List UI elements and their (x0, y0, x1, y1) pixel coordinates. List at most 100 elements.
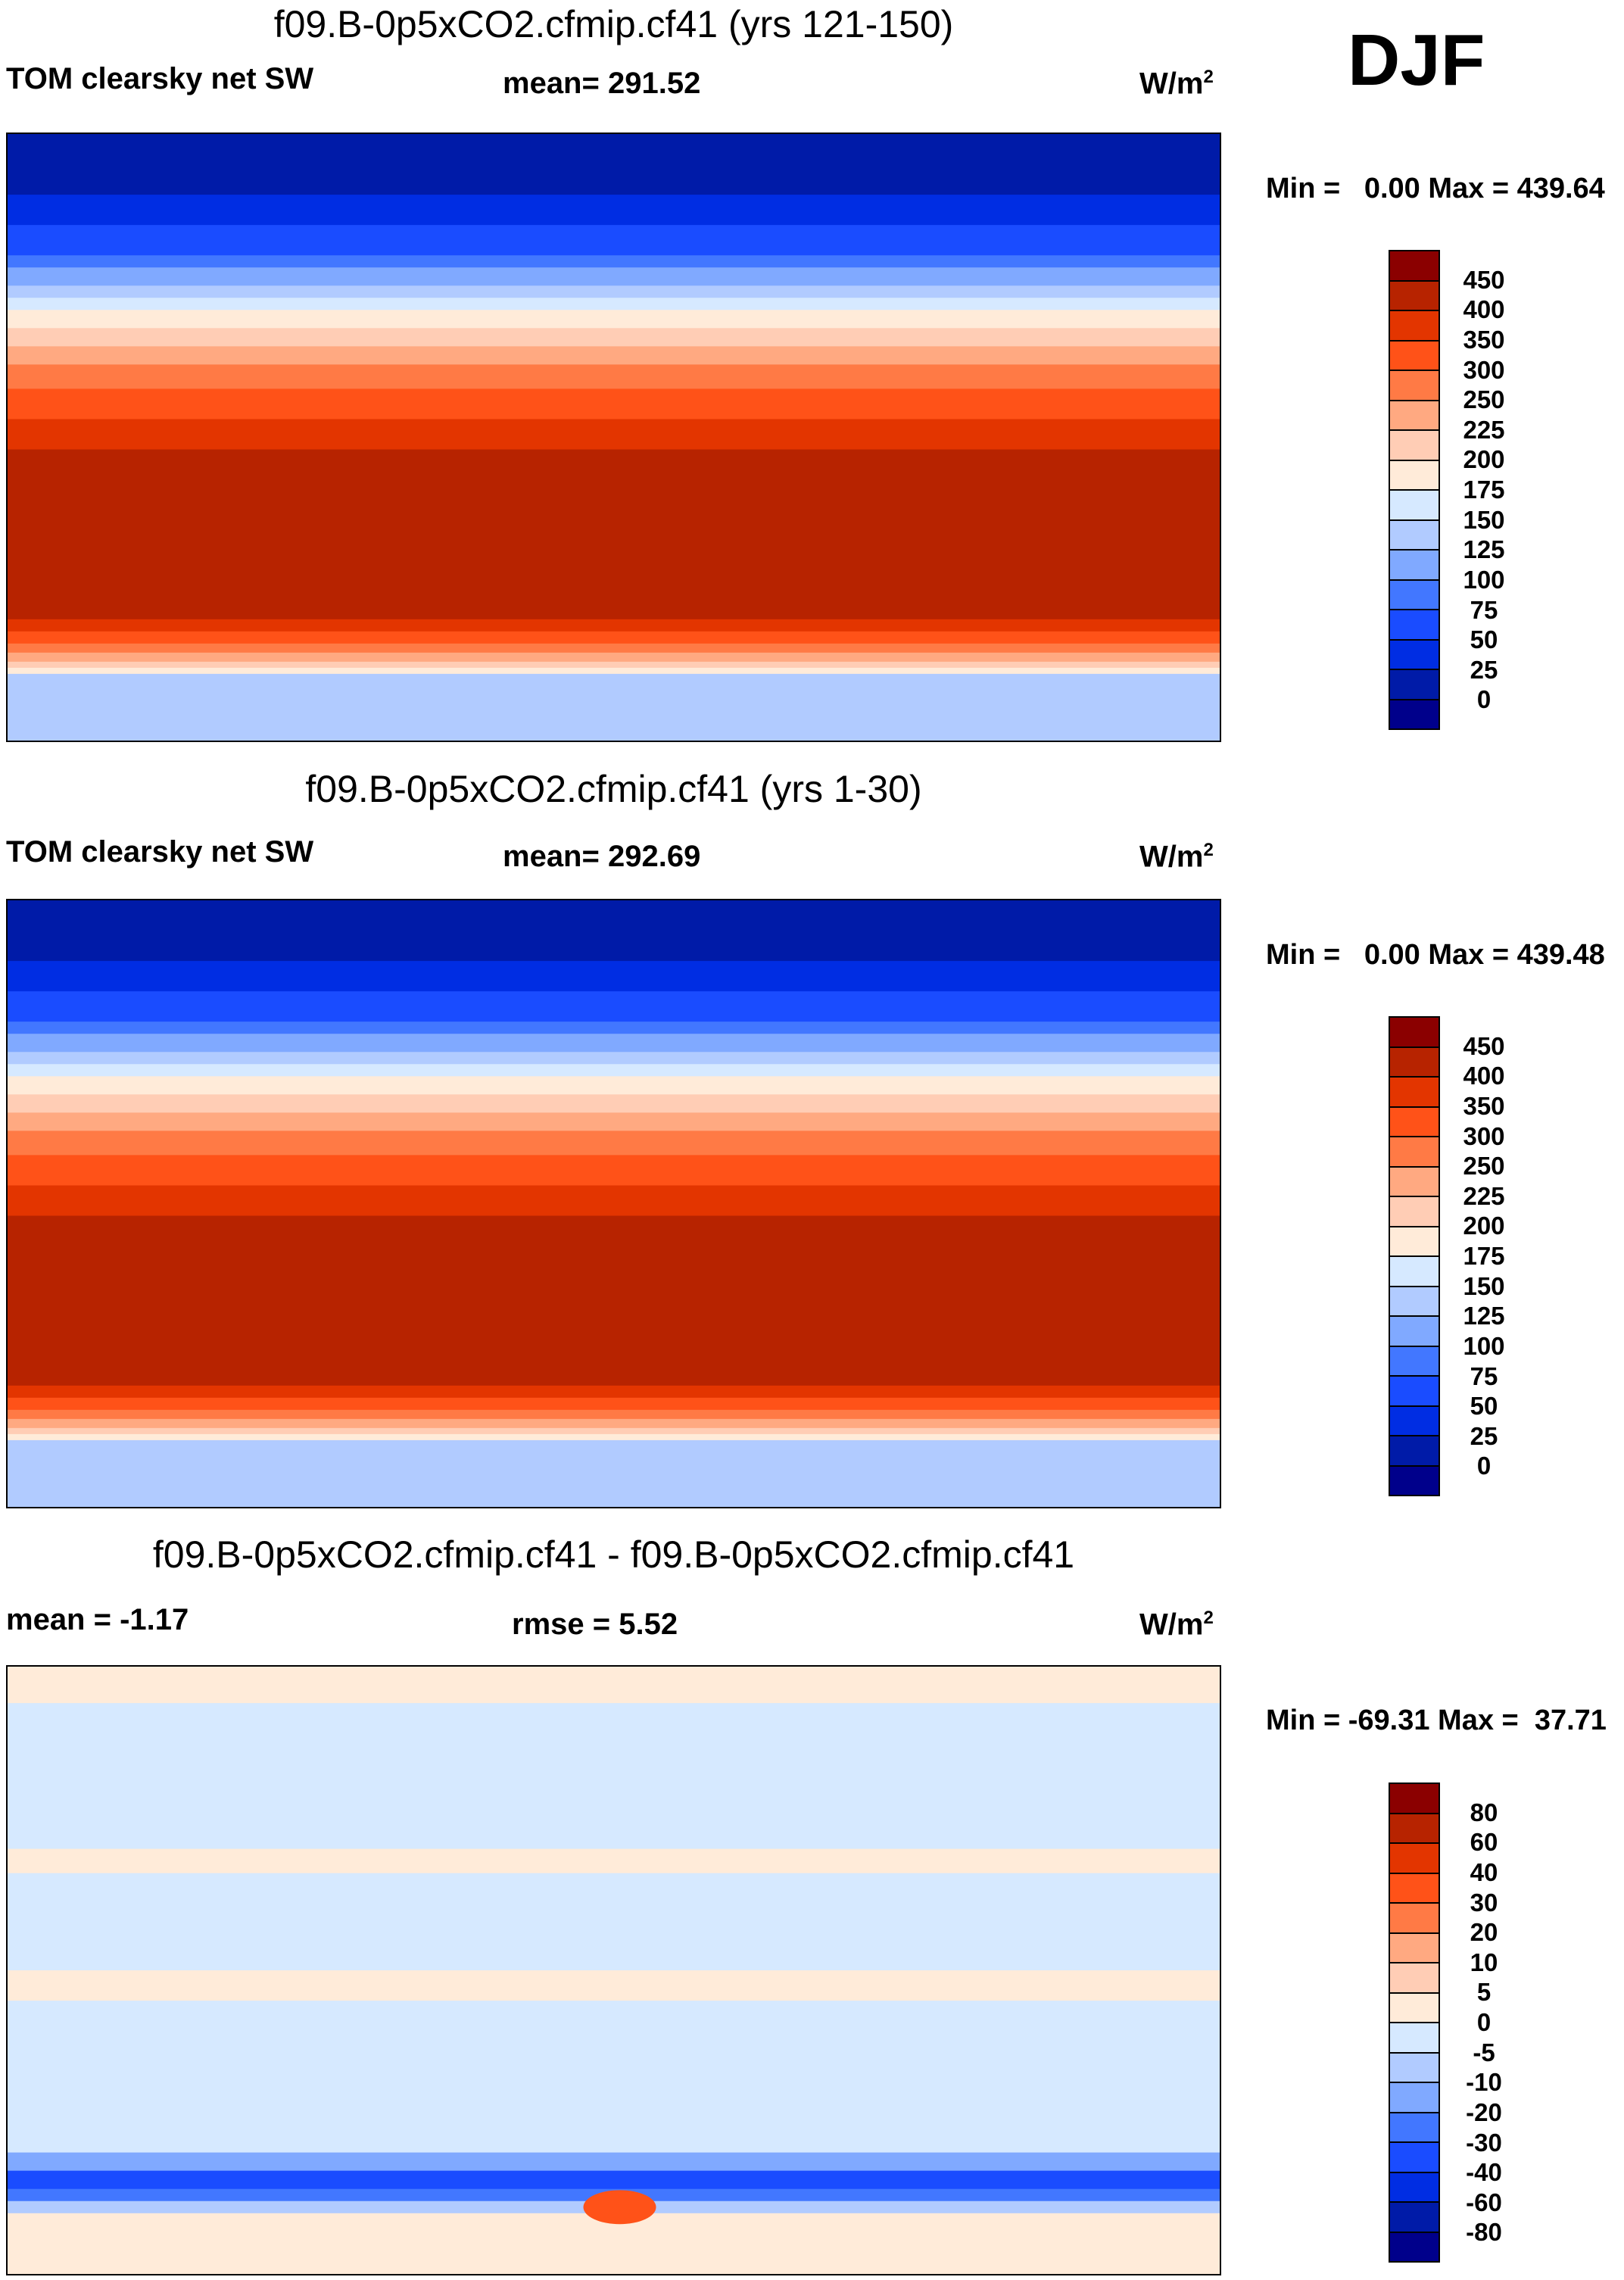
contour-band (8, 1215, 1220, 1386)
colorbar-swatch (1390, 1963, 1439, 1994)
colorbar-tick-label: 20 (1470, 1918, 1498, 1947)
contour-band (8, 1873, 1220, 1971)
contour-band (8, 631, 1220, 644)
colorbar-tick-label: 125 (1463, 1302, 1505, 1330)
contour-band (8, 1427, 1220, 1435)
contour-band (8, 2001, 1220, 2154)
colorbar-tick-label: 175 (1463, 1242, 1505, 1270)
contour-band (8, 673, 1220, 741)
colorbar-tick-label: 40 (1470, 1857, 1498, 1886)
contour-band (8, 1064, 1220, 1078)
panel-title: f09.B-0p5xCO2.cfmip.cf41 (yrs 1-30) (305, 768, 922, 810)
contour-band (8, 1667, 1220, 1704)
colorbar-swatch (1390, 1406, 1439, 1436)
contour-band (8, 1155, 1220, 1187)
contour-band (8, 225, 1220, 257)
colorbar-tick-label: 300 (1463, 1121, 1505, 1150)
contour-band (8, 328, 1220, 348)
colorbar-swatch (1390, 520, 1439, 551)
colorbar-tick-label: 50 (1470, 1392, 1498, 1421)
colorbar-swatch (1390, 1346, 1439, 1377)
colorbar-tick-label: 125 (1463, 535, 1505, 564)
colorbar-swatch (1390, 2203, 1439, 2233)
colorbar-tick-label: 150 (1463, 505, 1505, 534)
colorbar-swatch (1390, 1227, 1439, 1257)
contour-band (8, 961, 1220, 992)
colorbar-tick-label: 450 (1463, 1031, 1505, 1060)
units-exponent: 2 (1203, 67, 1214, 87)
colorbar-swatch (1390, 1904, 1439, 1934)
units-text: W/m (1139, 840, 1204, 874)
colorbar-tick-label: 400 (1463, 295, 1505, 324)
contour-band (8, 388, 1220, 420)
units-label: W/m2 (1139, 67, 1214, 101)
colorbar-tick-label: -5 (1473, 2038, 1495, 2066)
colorbar-tick-label: -80 (1466, 2218, 1502, 2247)
colorbar-tick-label: 350 (1463, 1091, 1505, 1120)
contour-band (8, 2170, 1220, 2190)
colorbar-tick-label: -40 (1466, 2158, 1502, 2187)
colorbar-swatch (1390, 1436, 1439, 1467)
colorbar-tick-label: 200 (1463, 1212, 1505, 1240)
colorbar-tick-label: 0 (1476, 1452, 1492, 1480)
colorbar-swatch (1390, 2023, 1439, 2054)
colorbar-tick-label: 75 (1470, 595, 1498, 624)
contour-band (8, 1021, 1220, 1035)
colorbar-tick-label: -60 (1466, 2188, 1502, 2216)
colorbar-swatch (1390, 1197, 1439, 1227)
contour-band (8, 1439, 1220, 1507)
colorbar-swatch (1390, 551, 1439, 581)
colorbar-tick-label: 25 (1470, 655, 1498, 684)
colorbar-swatch (1390, 2232, 1439, 2261)
colorbar-swatch (1390, 1814, 1439, 1844)
colorbar-tick-label: 25 (1470, 1421, 1498, 1450)
colorbar-swatch (1390, 2113, 1439, 2143)
colorbar-tick-label: 200 (1463, 445, 1505, 474)
colorbar-tick-label: 150 (1463, 1271, 1505, 1300)
colorbar-tick-label: 80 (1470, 1798, 1498, 1826)
colorbar-swatch (1390, 1137, 1439, 1168)
contour-band (8, 619, 1220, 632)
colorbar-swatch (1390, 580, 1439, 610)
colorbar-tick-label: 225 (1463, 1181, 1505, 1210)
contour-band (8, 449, 1220, 620)
contour-band (8, 1034, 1220, 1053)
colorbar-swatch (1390, 491, 1439, 521)
units-text: W/m (1139, 67, 1204, 101)
colorbar-swatch (1390, 401, 1439, 431)
colorbar-tick-label: 0 (1476, 2008, 1492, 2036)
colorbar-swatch (1390, 2143, 1439, 2173)
colorbar-swatch (1390, 1377, 1439, 1407)
contour-band (8, 1409, 1220, 1420)
contour-band (8, 364, 1220, 390)
colorbar-tick-label: 75 (1470, 1361, 1498, 1390)
contour-band (8, 195, 1220, 226)
colorbar-tick-label: -10 (1466, 2068, 1502, 2097)
contour-band (8, 267, 1220, 287)
contour-band (8, 255, 1220, 269)
contour-band (8, 310, 1220, 329)
panel-title: f09.B-0p5xCO2.cfmip.cf41 - f09.B-0p5xCO2… (152, 1533, 1075, 1576)
units-label: W/m2 (1139, 840, 1214, 874)
colorbar-swatch (1390, 670, 1439, 700)
colorbar-tick-label: 100 (1463, 565, 1505, 594)
contour-band (8, 1112, 1220, 1132)
units-exponent: 2 (1203, 840, 1214, 860)
colorbar-tick-label: 50 (1470, 625, 1498, 654)
colorbar-tick-label: 225 (1463, 415, 1505, 444)
contour-band (8, 667, 1220, 675)
contour-band (8, 991, 1220, 1023)
colorbar-swatch (1390, 311, 1439, 342)
colorbar-swatch (1390, 431, 1439, 461)
contour-band (8, 1094, 1220, 1114)
colorbar-tick-label: 5 (1476, 1978, 1492, 2007)
contour-band (8, 1397, 1220, 1411)
anomaly-patch (583, 2190, 656, 2225)
colorbar-swatch (1390, 281, 1439, 311)
units-text: W/m (1139, 1608, 1204, 1642)
contour-band (8, 285, 1220, 299)
contour-band (8, 1185, 1220, 1217)
contour-band (8, 419, 1220, 451)
variable-label: TOM clearsky net SW (6, 62, 314, 95)
